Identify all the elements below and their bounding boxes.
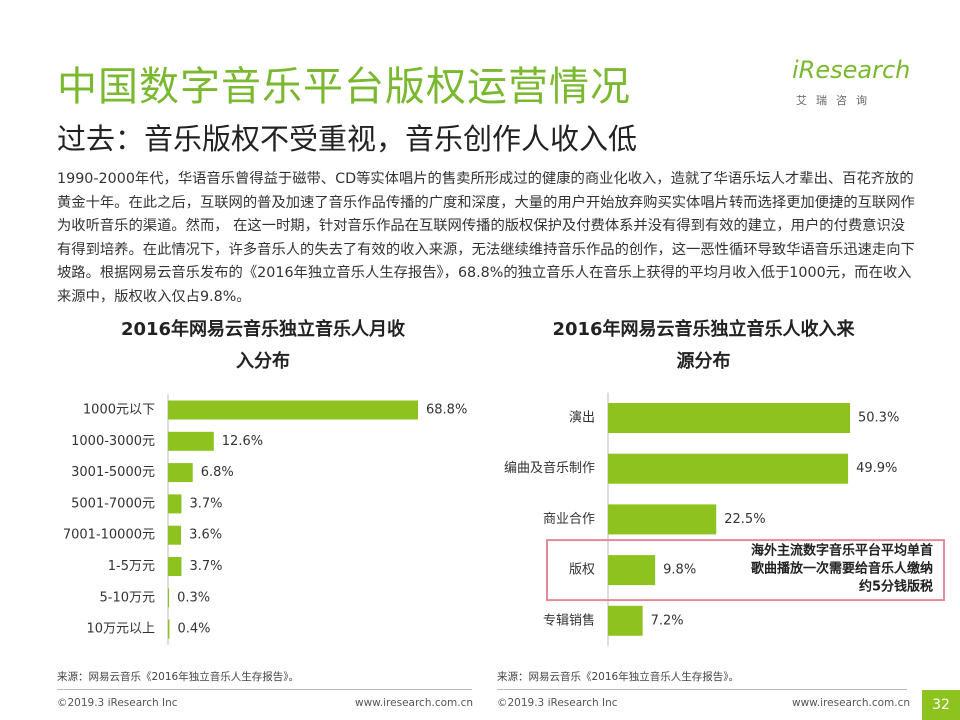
y-tick-label: 1000-3000元	[71, 434, 155, 449]
annotation: 约5分钱版税	[859, 579, 933, 595]
data-label: 0.4%	[177, 622, 210, 637]
data-label: 7.2%	[651, 613, 684, 628]
annotation: 歌曲播放一次需要给音乐人缴纳	[751, 561, 933, 577]
y-tick-label: 1000元以下	[83, 403, 155, 418]
y-tick-label: 专辑销售	[543, 612, 595, 628]
footer-rule	[57, 689, 472, 690]
data-label: 49.9%	[856, 461, 897, 476]
data-label: 3.7%	[189, 496, 222, 511]
website: www.iresearch.com.cn	[792, 697, 911, 709]
logo-subtitle: 艾瑞咨询	[796, 94, 876, 107]
bar	[608, 504, 717, 535]
data-label: 3.7%	[189, 559, 222, 574]
slide-title: 中国数字音乐平台版权运营情况	[57, 64, 631, 110]
y-tick-label: 1-5万元	[108, 559, 155, 574]
footer-rule	[497, 689, 907, 690]
source: 来源：网易云音乐《2016年独立音乐人生存报告》。	[57, 671, 299, 683]
data-label: 12.6%	[222, 434, 263, 449]
data-label: 68.8%	[426, 403, 467, 418]
copyright: ©2019.3 iResearch Inc	[57, 697, 178, 709]
y-tick-label: 10万元以上	[86, 622, 155, 637]
bar	[168, 431, 214, 451]
data-label: 50.3%	[858, 411, 899, 426]
data-label: 22.5%	[724, 512, 765, 527]
bar	[608, 403, 850, 433]
source: 来源：网易云音乐《2016年独立音乐人生存报告》。	[497, 671, 739, 683]
y-tick-label: 演出	[569, 410, 595, 426]
logo: iResearch	[792, 56, 911, 84]
bar	[608, 555, 656, 586]
y-tick-label: 3001-5000元	[71, 465, 155, 480]
bar	[168, 463, 193, 483]
bar	[168, 400, 418, 420]
y-tick-label: 商业合作	[543, 512, 595, 527]
y-tick-label: 编曲及音乐制作	[504, 460, 595, 476]
data-label: 6.8%	[201, 465, 234, 480]
highlight-box	[546, 539, 945, 602]
slide-subtitle: 过去：音乐版权不受重视，音乐创作人收入低	[57, 122, 638, 156]
bar	[608, 453, 849, 484]
data-label: 9.8%	[663, 563, 696, 578]
y-tick-label: 5001-7000元	[71, 496, 155, 511]
data-label: 3.6%	[189, 528, 222, 543]
data-label: 0.3%	[177, 590, 210, 605]
bar	[168, 557, 182, 576]
bar	[608, 605, 643, 636]
bar	[168, 494, 182, 514]
copyright: ©2019.3 iResearch Inc	[497, 697, 618, 709]
bar	[168, 525, 182, 545]
chart-title: 2016年网易云音乐独立音乐人月收入分布	[120, 319, 406, 372]
bar	[168, 619, 170, 639]
annotation: 海外主流数字音乐平台平均单首	[751, 543, 933, 559]
y-tick-label: 5-10万元	[99, 590, 155, 605]
website: www.iresearch.com.cn	[355, 697, 474, 709]
y-tick-label: 版权	[569, 562, 595, 578]
y-tick-label: 7001-10000元	[63, 528, 155, 543]
chart-title: 2016年网易云音乐独立音乐人收入来源分布	[552, 319, 855, 372]
bar	[168, 588, 170, 608]
paragraph: 1990-2000年代，华语音乐曾得益于磁带、CD等实体唱片的售卖所形成过的健康…	[57, 171, 915, 305]
page-number: 32	[922, 690, 960, 720]
